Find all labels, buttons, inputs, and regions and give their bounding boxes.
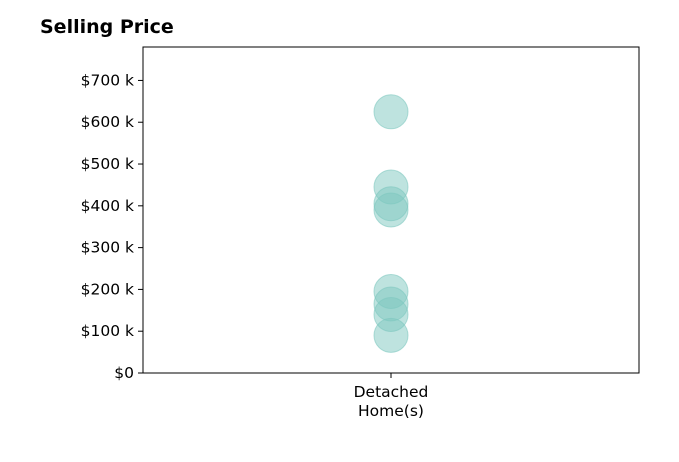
data-point — [373, 192, 409, 228]
y-tick-label: $300 k — [81, 239, 134, 257]
y-tick-label: $700 k — [81, 71, 134, 89]
y-tick-label: $500 k — [81, 155, 134, 173]
x-tick-label: Detached Home(s) — [354, 383, 429, 420]
x-axis: Detached Home(s) — [354, 373, 429, 420]
y-tick-label: $0 — [114, 364, 134, 382]
y-tick-label: $600 k — [81, 113, 134, 131]
data-points — [373, 94, 409, 353]
y-tick-label: $100 k — [81, 322, 134, 340]
y-tick-label: $400 k — [81, 197, 134, 215]
data-point — [373, 94, 409, 130]
chart-title: Selling Price — [40, 16, 174, 38]
y-tick-label: $200 k — [81, 280, 134, 298]
data-point — [373, 317, 409, 353]
y-axis: $0 $100 k $200 k $300 k $400 k $500 k $600 k $7… — [81, 71, 143, 382]
